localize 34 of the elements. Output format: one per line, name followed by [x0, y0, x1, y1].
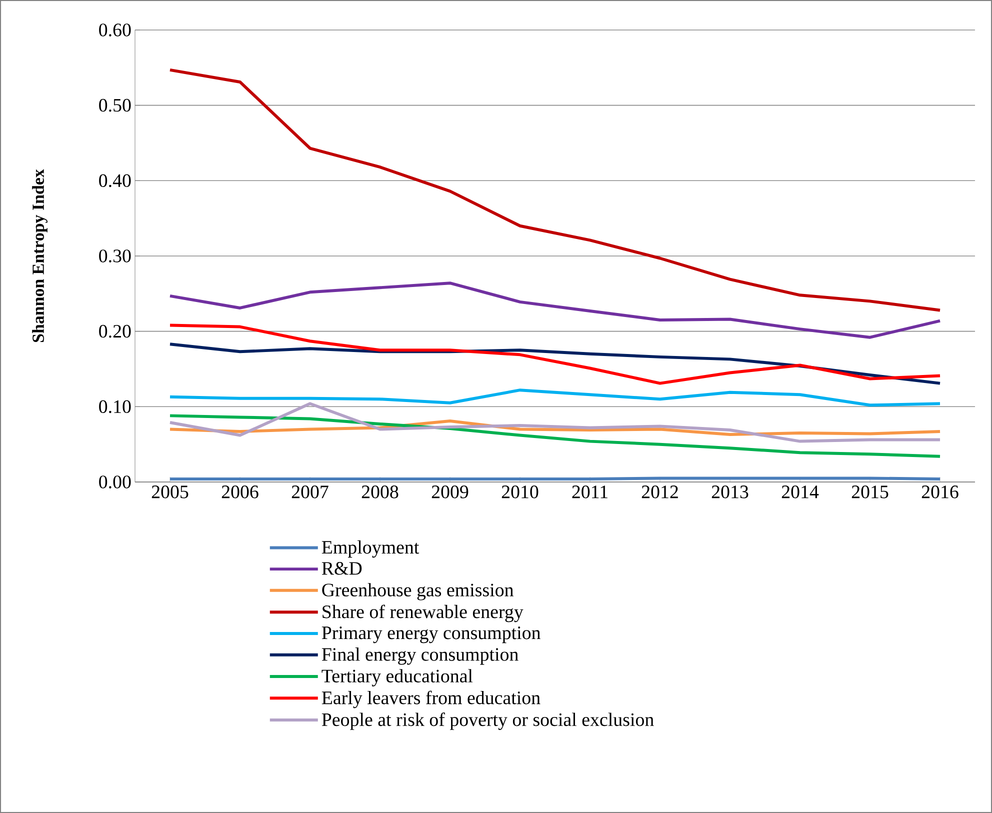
x-tick-label: 2006 [222, 486, 258, 498]
legend-label: Tertiary educational [322, 669, 473, 686]
legend-label: People at risk of poverty or social exclusion [322, 712, 654, 730]
x-tick-label: 2014 [782, 486, 819, 498]
legend-label: R&D [322, 562, 362, 575]
x-tick-label: 2011 [572, 486, 608, 498]
y-tick-label: 0.30 [99, 250, 131, 262]
x-tick-label: 2013 [712, 486, 748, 498]
x-tick-label: 2005 [152, 486, 188, 498]
x-tick-label: 2007 [292, 486, 328, 498]
legend-label: Greenhouse gas emission [322, 583, 514, 600]
y-tick-label: 0.00 [99, 476, 131, 488]
y-tick-label: 0.60 [99, 24, 131, 36]
line-series [168, 402, 942, 443]
line-series [168, 414, 942, 458]
legend-label: Share of renewable energy [322, 604, 524, 622]
legend-label: Employment [322, 540, 420, 558]
x-tick-label: 2008 [362, 486, 398, 498]
legend-label: Final energy consumption [322, 648, 518, 665]
y-tick-label: 0.10 [99, 400, 131, 414]
y-tick-label: 0.50 [99, 98, 131, 112]
x-tick-label: 2010 [502, 486, 538, 498]
x-tick-label: 2012 [642, 486, 678, 498]
line-series [168, 388, 942, 407]
x-tick-label: 2016 [922, 486, 958, 498]
legend-label: Primary energy consumption [322, 626, 540, 644]
y-axis-title: Shannon Entropy Index [32, 169, 48, 342]
y-tick-label: 0.40 [99, 174, 131, 188]
line-series [168, 324, 942, 385]
legend-label: Early leavers from education [322, 690, 540, 708]
x-tick-label: 2015 [852, 486, 888, 498]
line-series [168, 68, 942, 312]
y-tick-label: 0.20 [99, 324, 131, 338]
x-tick-label: 2009 [432, 486, 468, 498]
